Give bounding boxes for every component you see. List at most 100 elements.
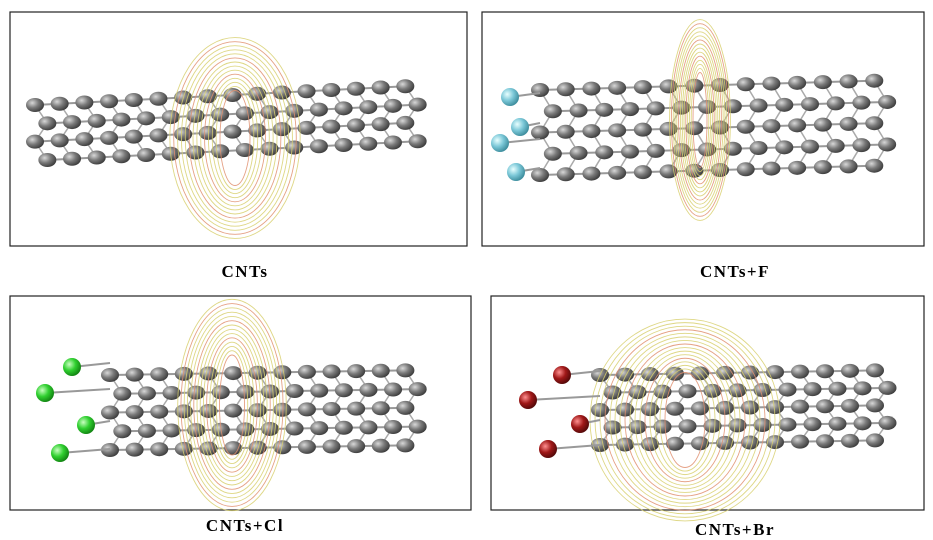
- carbon-atom: [865, 159, 883, 173]
- carbon-atom: [88, 114, 106, 128]
- carbon-atom: [801, 140, 819, 154]
- carbon-atom: [224, 366, 242, 380]
- carbon-atom: [113, 387, 131, 401]
- carbon-atom: [409, 382, 427, 396]
- carbon-atom: [841, 399, 859, 413]
- panel-caption: CNTs+Br: [695, 520, 775, 539]
- carbon-atom: [866, 433, 884, 447]
- panel-frame: [491, 296, 924, 510]
- carbon-atom: [323, 365, 341, 379]
- carbon-atom: [704, 419, 722, 433]
- carbon-atom: [298, 365, 316, 379]
- carbon-atom: [557, 82, 575, 96]
- carbon-atom: [396, 363, 414, 377]
- panel-caption: CNTs: [222, 262, 269, 281]
- carbon-atom: [149, 128, 167, 142]
- carbon-atom: [557, 167, 575, 181]
- carbon-atom: [75, 132, 93, 146]
- carbon-atom: [775, 140, 793, 154]
- carbon-atom: [788, 76, 806, 90]
- carbon-atom: [866, 363, 884, 377]
- carbon-atom: [286, 384, 304, 398]
- carbon-atom: [816, 364, 834, 378]
- carbon-atom: [310, 139, 328, 153]
- carbon-atom: [737, 162, 755, 176]
- carbon-atom: [298, 402, 316, 416]
- carbon-atom: [762, 119, 780, 133]
- carbon-atom: [347, 118, 365, 132]
- carbon-atom: [100, 131, 118, 145]
- carbon-atom: [384, 136, 402, 150]
- carbon-atom: [126, 368, 144, 382]
- carbon-atom: [137, 111, 155, 125]
- carbon-atom: [595, 103, 613, 117]
- carbon-atom: [775, 98, 793, 112]
- carbon-atom: [310, 421, 328, 435]
- carbon-atom: [840, 74, 858, 88]
- carbon-atom: [26, 98, 44, 112]
- carbon-atom: [322, 83, 340, 97]
- carbon-atom: [570, 146, 588, 160]
- carbon-atom: [372, 117, 390, 131]
- carbon-atom: [647, 144, 665, 158]
- carbon-atom: [854, 416, 872, 430]
- carbon-atom: [347, 82, 365, 96]
- carbon-atom: [323, 440, 341, 454]
- carbon-atom: [852, 138, 870, 152]
- carbon-atom: [654, 420, 672, 434]
- halogen-atom: [51, 444, 69, 462]
- carbon-atom: [384, 383, 402, 397]
- carbon-atom: [582, 124, 600, 138]
- carbon-atom: [582, 167, 600, 181]
- carbon-atom: [865, 116, 883, 130]
- halogen-atom: [491, 134, 509, 152]
- halogen-atom: [77, 416, 95, 434]
- carbon-atom: [791, 435, 809, 449]
- carbon-atom: [544, 147, 562, 161]
- carbon-atom: [866, 398, 884, 412]
- carbon-atom: [608, 81, 626, 95]
- carbon-atom: [310, 384, 328, 398]
- carbon-atom: [51, 133, 69, 147]
- carbon-atom: [372, 81, 390, 95]
- carbon-atom: [51, 97, 69, 111]
- carbon-atom: [236, 143, 254, 157]
- carbon-atom: [788, 161, 806, 175]
- carbon-atom: [150, 442, 168, 456]
- halogen-atom: [511, 118, 529, 136]
- carbon-atom: [852, 96, 870, 110]
- carbon-atom: [26, 135, 44, 149]
- carbon-atom: [396, 79, 414, 93]
- carbon-atom: [88, 151, 106, 165]
- carbon-atom: [63, 152, 81, 166]
- carbon-atom: [359, 137, 377, 151]
- carbon-atom: [322, 120, 340, 134]
- carbon-atom: [634, 165, 652, 179]
- carbon-atom: [409, 420, 427, 434]
- carbon-atom: [396, 116, 414, 130]
- carbon-atom: [396, 438, 414, 452]
- halogen-atom: [539, 440, 557, 458]
- carbon-atom: [101, 368, 119, 382]
- carbon-atom: [286, 422, 304, 436]
- carbon-atom: [750, 99, 768, 113]
- carbon-atom: [841, 434, 859, 448]
- halogen-atom: [553, 366, 571, 384]
- carbon-atom: [261, 422, 279, 436]
- carbon-atom: [347, 402, 365, 416]
- carbon-atom: [113, 424, 131, 438]
- carbon-atom: [199, 404, 217, 418]
- carbon-atom: [595, 145, 613, 159]
- carbon-atom: [224, 404, 242, 418]
- carbon-atom: [359, 383, 377, 397]
- carbon-atom: [779, 383, 797, 397]
- carbon-atom: [829, 382, 847, 396]
- carbon-atom: [359, 100, 377, 114]
- carbon-atom: [310, 103, 328, 117]
- carbon-atom: [150, 405, 168, 419]
- carbon-atom: [616, 438, 634, 452]
- page: {"panels": [ {"caption": "CNTs"}, {"capt…: [0, 0, 933, 540]
- carbon-atom: [112, 149, 130, 163]
- halogen-atom: [501, 88, 519, 106]
- carbon-atom: [531, 168, 549, 182]
